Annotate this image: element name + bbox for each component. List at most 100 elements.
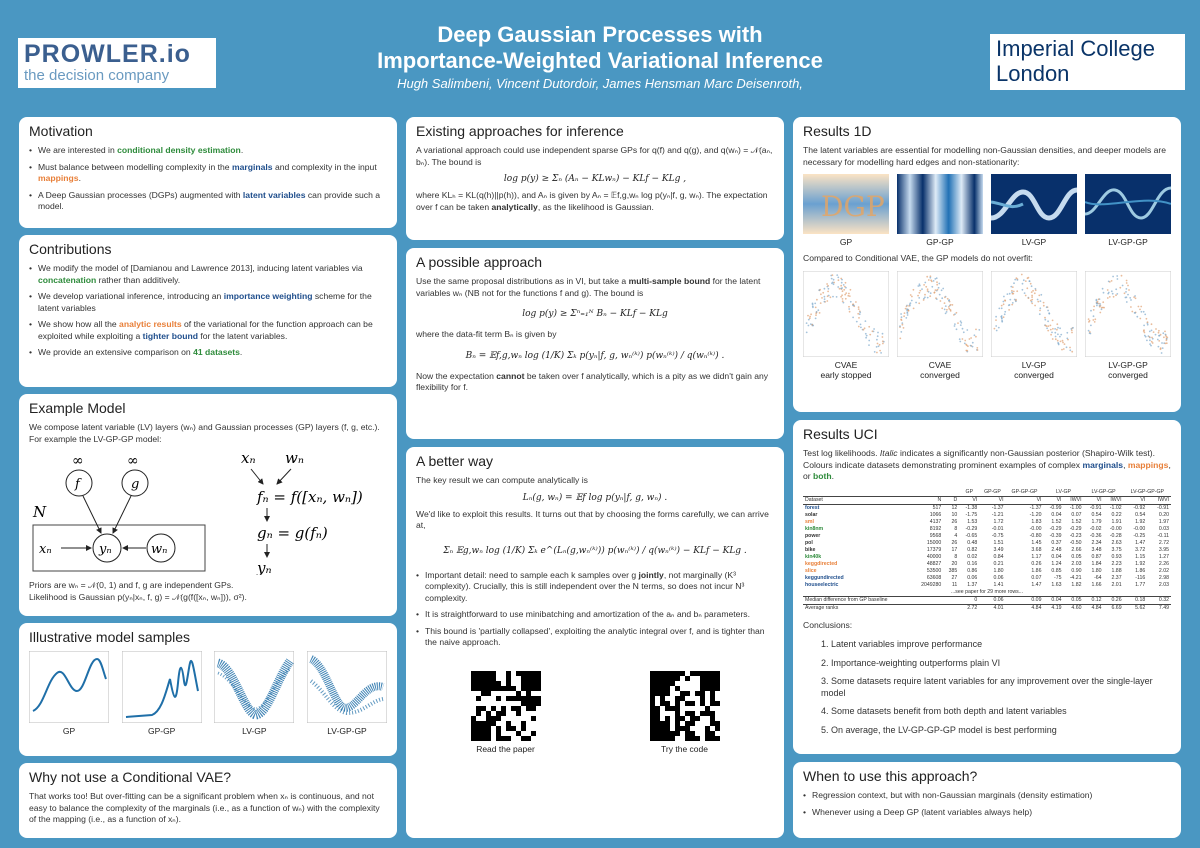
scatter-point — [993, 327, 996, 329]
illustrative-caption-2: LV-GP — [242, 726, 267, 736]
scatter-point — [971, 341, 974, 344]
scatter-point — [944, 312, 947, 314]
scatter-point — [1034, 304, 1036, 306]
scatter-point — [1136, 315, 1139, 318]
scatter-point — [900, 330, 903, 333]
scatter-point — [1150, 329, 1153, 331]
uci-table-cell: 1.52 — [1071, 519, 1082, 525]
scatter-point — [1129, 296, 1132, 299]
uci-table-cell: 1.51 — [993, 540, 1004, 546]
scatter-point — [923, 297, 925, 299]
scatter-point — [1093, 320, 1096, 323]
scatter-point — [858, 312, 861, 315]
eq-f: fₙ = f([xₙ, wₙ]) — [256, 488, 363, 506]
scatter-point — [955, 311, 958, 314]
uci-table-row: houseelectric 2049280 11 1.37 1.41 1.47 1.63 1.… — [803, 582, 1171, 589]
better-way-panel: A better way The key result we can compu… — [406, 447, 784, 838]
scatter-point — [975, 328, 977, 330]
uci-table-cell: 517 — [932, 505, 942, 511]
scatter-point — [1011, 290, 1013, 293]
scatter-point — [899, 337, 902, 339]
scatter-point — [917, 284, 920, 287]
cvae-panel: Why not use a Conditional VAE? That work… — [19, 763, 397, 838]
scatter-point — [1040, 293, 1043, 296]
uci-table-cell: -0.36 — [1089, 533, 1102, 539]
cvae-comparison-plot: CVAE converged — [897, 270, 983, 380]
scatter-point — [1045, 305, 1048, 308]
uci-summary-cell: 4.19 — [1043, 603, 1064, 612]
node-g — [121, 469, 149, 497]
scatter-point — [944, 304, 947, 307]
uci-table-cell: 26 — [951, 540, 958, 546]
scatter-point — [936, 283, 939, 286]
contributions-title: Contributions — [29, 241, 112, 257]
scatter-point — [844, 297, 847, 300]
scatter-point — [966, 328, 969, 331]
uci-table-cell: 1.97 — [1158, 519, 1169, 525]
uci-table-cell: 385 — [948, 568, 958, 574]
scatter-point — [1011, 292, 1014, 295]
scatter-point — [837, 278, 840, 281]
scatter-point — [857, 307, 860, 310]
qr-paper[interactable]: Read the paper — [470, 670, 541, 754]
scatter-point — [1051, 337, 1054, 340]
scatter-point — [1160, 351, 1163, 354]
scatter-point — [899, 324, 901, 327]
qr-code-paper-icon[interactable] — [470, 670, 541, 741]
uci-summary-row: Median difference from GP baseline 0 0.06 0… — [803, 595, 1171, 604]
results-1d-text-2: Compared to Conditional VAE, the GP mode… — [803, 253, 1033, 263]
scatter-point — [1034, 288, 1037, 291]
scatter-point — [1108, 295, 1111, 298]
density-caption-0: GP — [839, 237, 853, 247]
scatter-point — [848, 305, 850, 308]
uci-results-table: GP GP-GP GP-GP-GP LV-GP LV-GP-GP LV-GP-GP-GP D… — [803, 488, 1171, 612]
conclusion-item: 3. Some datasets require latent variable… — [821, 676, 1153, 698]
uci-table-cell: -1.02 — [1109, 505, 1122, 511]
scatter-point — [1131, 310, 1134, 312]
uci-summary-cell — [912, 603, 944, 612]
scatter-point — [865, 334, 868, 336]
scatter-point — [1049, 324, 1052, 326]
scatter-point — [858, 316, 860, 319]
scatter-point — [926, 289, 929, 292]
scatter-point — [1044, 316, 1046, 319]
cvae-caption-line-1: LV-GP — [1021, 359, 1047, 370]
uci-column-header: VI — [1043, 496, 1064, 505]
scatter-point — [1056, 322, 1059, 325]
uci-summary-cell — [912, 595, 944, 604]
scatter-point — [853, 304, 855, 306]
scatter-point — [857, 305, 860, 308]
scatter-point — [933, 291, 936, 294]
scatter-point — [1062, 347, 1065, 350]
uci-table-cell: 1.72 — [993, 519, 1004, 525]
scatter-point — [809, 322, 812, 325]
uci-table-row: kin8nm 8192 8 -0.29 -0.01 -0.00 -0.29 -0.29 -0.0… — [803, 526, 1171, 533]
scatter-point — [880, 351, 882, 354]
scatter-point — [1056, 328, 1058, 331]
scatter-point — [924, 295, 926, 298]
qr-code[interactable]: Try the code — [649, 670, 720, 754]
scatter-point — [921, 287, 923, 290]
scatter-point — [814, 302, 817, 304]
scatter-point — [827, 290, 829, 292]
uci-table-cell: 1.63 — [1051, 582, 1062, 588]
conclusion-item: 5. On average, the LV-GP-GP-GP model is … — [821, 724, 1057, 735]
uci-table-cell: 1.83 — [1031, 519, 1042, 525]
scatter-point — [905, 305, 908, 307]
scatter-point — [821, 296, 823, 299]
scatter-point — [805, 331, 808, 333]
scatter-point — [943, 301, 946, 304]
scatter-point — [906, 313, 909, 316]
uci-summary-cell: 5.62 — [1123, 603, 1148, 612]
uci-table-cell: 26 — [951, 519, 958, 525]
scatter-point — [970, 336, 972, 339]
scatter-point — [807, 314, 809, 316]
scatter-point — [1056, 339, 1059, 342]
qr-code-repo-icon[interactable] — [649, 670, 720, 741]
possible-text-1: Use the same proposal distributions as i… — [416, 276, 761, 298]
scatter-point — [836, 273, 839, 276]
scatter-point — [844, 281, 847, 284]
uci-table-cell: 0.48 — [967, 540, 978, 546]
gpgp-sample-plot — [121, 651, 202, 723]
uci-table-cell: -0.99 — [1049, 505, 1062, 511]
